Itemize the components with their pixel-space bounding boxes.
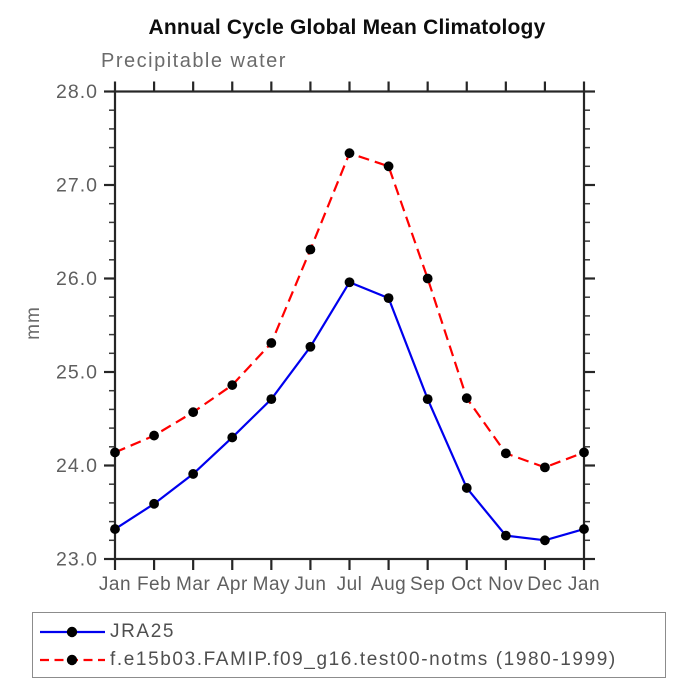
svg-text:Feb: Feb [137, 574, 171, 595]
series-line-1 [114, 151, 585, 469]
svg-text:Mar: Mar [176, 574, 210, 595]
x-ticks [113, 81, 586, 570]
svg-text:Nov: Nov [488, 574, 523, 595]
svg-text:May: May [253, 574, 290, 595]
svg-text:Oct: Oct [451, 574, 482, 595]
y-minor-ticks [109, 109, 590, 542]
legend-label-model: f.e15b03.FAMIP.f09_g16.test00-notms (198… [110, 649, 617, 670]
series-line-0 [114, 280, 585, 542]
legend: JRA25 f.e15b03.FAMIP.f09_g16.test00-notm… [32, 612, 666, 678]
chart-title: Annual Cycle Global Mean Climatology [148, 16, 546, 39]
series-markers-0 [110, 277, 589, 546]
legend-sample-dashed-line-icon [40, 654, 105, 666]
chart-subtitle: Precipitable water [101, 50, 287, 72]
month-labels: Jan Feb Mar Apr May Jun Jul Aug Sep Oct Nov Dec Jan [99, 574, 600, 595]
series-markers-1 [110, 148, 589, 473]
plot-frame [113, 90, 586, 561]
svg-text:24.0: 24.0 [56, 455, 98, 477]
y-tick-labels: 23.0 24.0 25.0 26.0 27.0 28.0 [56, 81, 98, 571]
svg-text:28.0: 28.0 [56, 81, 98, 103]
svg-text:Jan: Jan [99, 574, 131, 595]
svg-text:Jun: Jun [294, 574, 326, 595]
svg-text:Jul: Jul [337, 574, 363, 595]
svg-text:Apr: Apr [217, 574, 248, 595]
y-major-ticks [104, 90, 595, 561]
svg-text:Aug: Aug [371, 574, 406, 595]
legend-row-model: f.e15b03.FAMIP.f09_g16.test00-notms (198… [33, 646, 665, 674]
legend-sample-solid-line-icon [40, 626, 105, 638]
svg-text:26.0: 26.0 [56, 268, 98, 290]
svg-text:27.0: 27.0 [56, 175, 98, 197]
svg-text:Dec: Dec [527, 574, 562, 595]
svg-text:25.0: 25.0 [56, 362, 98, 384]
legend-label-jra25: JRA25 [110, 621, 176, 642]
svg-text:Jan: Jan [568, 574, 600, 595]
svg-text:23.0: 23.0 [56, 549, 98, 571]
svg-text:Sep: Sep [410, 574, 445, 595]
legend-row-jra25: JRA25 [33, 618, 665, 646]
